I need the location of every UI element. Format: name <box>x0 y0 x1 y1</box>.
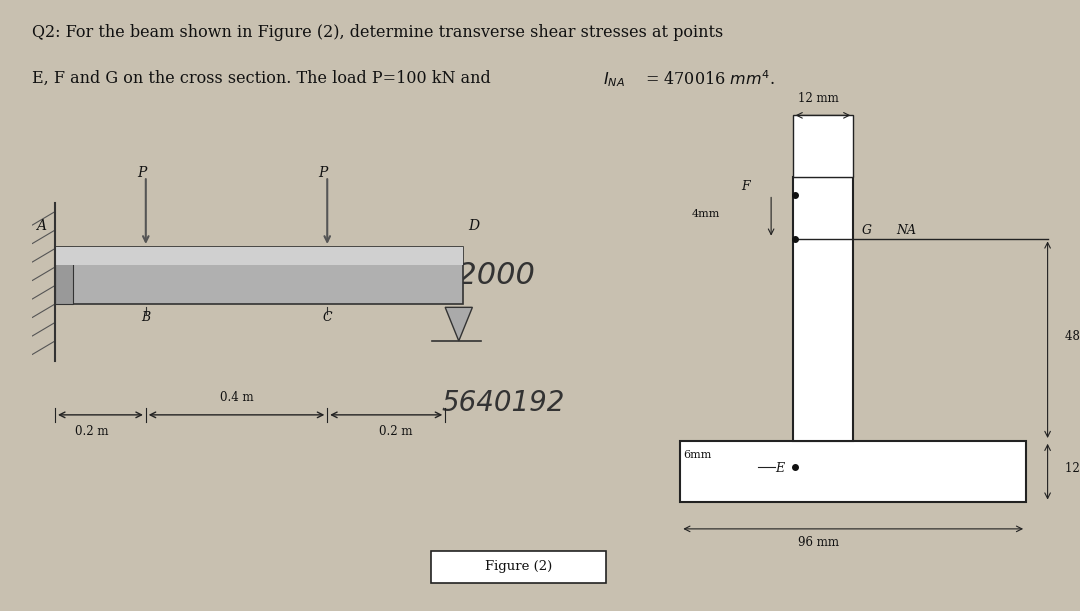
Text: 0.2 m: 0.2 m <box>378 425 413 438</box>
Text: E, F and G on the cross section. The load P=100 kN and: E, F and G on the cross section. The loa… <box>32 70 497 87</box>
Polygon shape <box>445 307 472 341</box>
Text: NA: NA <box>896 224 917 237</box>
Bar <box>55 247 463 304</box>
Text: 0.2 m: 0.2 m <box>75 425 108 438</box>
Text: 48 mm: 48 mm <box>1065 330 1080 343</box>
Text: F: F <box>741 180 750 193</box>
Text: B: B <box>141 311 150 324</box>
Text: 96 mm: 96 mm <box>798 536 839 549</box>
FancyBboxPatch shape <box>431 551 606 583</box>
Text: C: C <box>323 311 332 324</box>
Text: D: D <box>468 219 480 233</box>
Text: = 470016 $mm^4$.: = 470016 $mm^4$. <box>640 70 775 89</box>
Bar <box>55 247 73 304</box>
Text: 0.4 m: 0.4 m <box>219 392 254 404</box>
Text: P: P <box>319 166 327 180</box>
Text: 5640192: 5640192 <box>442 389 565 417</box>
Text: 6mm: 6mm <box>684 450 712 461</box>
Text: 4mm: 4mm <box>692 208 720 219</box>
Bar <box>55 247 463 265</box>
Text: 12 mm: 12 mm <box>1065 462 1080 475</box>
Text: P: P <box>137 166 146 180</box>
Text: A: A <box>37 219 46 233</box>
Text: E: E <box>775 462 784 475</box>
Text: $I_{NA}$: $I_{NA}$ <box>603 70 624 89</box>
Bar <box>680 441 1026 502</box>
Text: 72000: 72000 <box>438 261 535 290</box>
Text: Q2: For the beam shown in Figure (2), determine transverse shear stresses at poi: Q2: For the beam shown in Figure (2), de… <box>32 24 724 42</box>
Text: Figure (2): Figure (2) <box>485 560 552 573</box>
Text: G: G <box>862 224 872 237</box>
Bar <box>793 115 853 177</box>
Bar <box>793 177 853 441</box>
Text: 12 mm: 12 mm <box>798 92 839 105</box>
